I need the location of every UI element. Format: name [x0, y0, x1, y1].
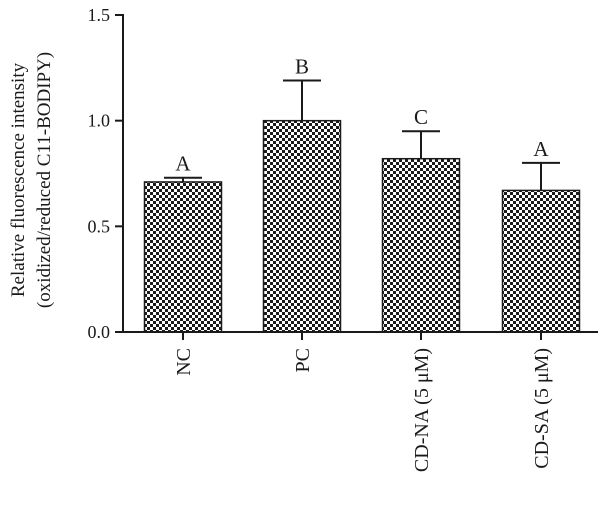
- bar: [501, 189, 581, 333]
- bar: [262, 119, 342, 333]
- y-tick-label: 0.0: [88, 322, 111, 342]
- y-tick-label: 0.5: [88, 216, 111, 236]
- significance-label: C: [414, 105, 428, 129]
- y-tick-label: 1.0: [88, 111, 111, 131]
- significance-label: B: [295, 55, 309, 79]
- x-tick-label: PC: [292, 348, 314, 372]
- x-tick-label: CD-NA (5 μM): [411, 348, 433, 472]
- significance-label: A: [533, 137, 549, 161]
- y-axis: 0.0 0.5 1.0 1.5: [88, 5, 124, 342]
- bar: [381, 157, 461, 333]
- x-axis: NC PC CD-NA (5 μM) CD-SA (5 μM): [123, 331, 598, 472]
- x-tick-label: NC: [173, 348, 195, 376]
- x-tick-label: CD-SA (5 μM): [531, 348, 553, 469]
- y-axis-title: Relative fluorescence intensity (oxidize…: [8, 52, 55, 308]
- significance-label: A: [175, 152, 191, 176]
- bars: A B C A: [143, 55, 581, 333]
- bar: [143, 181, 223, 333]
- y-axis-title-line-1: Relative fluorescence intensity: [8, 62, 29, 297]
- y-axis-title-line-2: (oxidized/reduced C11-BODIPY): [34, 52, 55, 308]
- y-tick-label: 1.5: [88, 5, 111, 25]
